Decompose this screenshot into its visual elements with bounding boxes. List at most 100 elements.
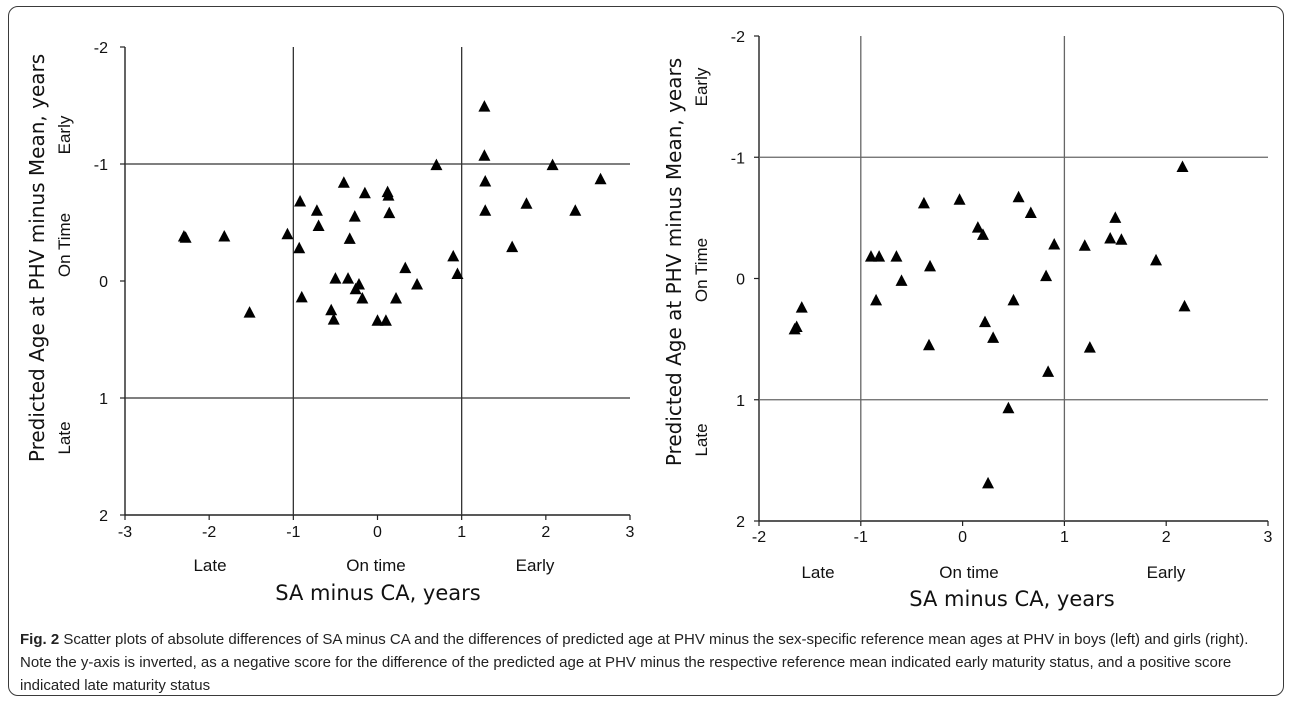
chart1-data-point — [390, 292, 403, 304]
chart1-data-point — [506, 240, 519, 253]
chart2-x-tick-label: -1 — [854, 529, 868, 546]
chart2-y-tick-label: 0 — [736, 272, 745, 289]
chart1-data-point — [411, 278, 424, 290]
chart2-data-point — [1048, 238, 1061, 250]
chart2-data-point — [1078, 239, 1091, 251]
chart2-data-point — [895, 274, 908, 286]
chart1-data-point — [520, 197, 533, 209]
chart1-x-tick-label: -1 — [286, 524, 300, 541]
chart1-data-point — [312, 219, 325, 232]
chart1-data-point — [295, 290, 308, 303]
chart2-data-point — [890, 250, 903, 262]
chart1-data-point — [594, 172, 607, 185]
chart2-data-point — [795, 301, 808, 313]
chart2-data-point — [1115, 233, 1128, 245]
caption-label: Fig. 2 — [20, 631, 60, 648]
chart2-y-tick-label: 2 — [736, 514, 745, 531]
chart1-data-point — [447, 249, 460, 262]
chart1-data-point — [479, 175, 492, 187]
chart2-x-tick-label: 0 — [958, 529, 967, 546]
chart2-data-point — [924, 259, 937, 272]
chart1-data-point — [327, 313, 340, 325]
chart2-data-point — [1083, 341, 1096, 353]
figure-frame — [8, 6, 1284, 696]
chart1-data-point — [329, 272, 342, 284]
chart1-data-point — [569, 204, 582, 216]
chart1-data-point — [382, 189, 395, 201]
chart1-y-tick-label: 2 — [99, 508, 108, 525]
chart2-data-point — [1012, 190, 1025, 203]
chart1-data-point — [546, 158, 559, 171]
chart1-data-point — [281, 227, 294, 240]
chart2-data-point — [1109, 211, 1122, 223]
chart2-data-point — [1024, 206, 1037, 219]
chart1-data-point — [294, 194, 307, 207]
chart2-data-point — [1176, 160, 1189, 172]
chart2-y-tick-label: -2 — [731, 29, 745, 46]
chart1-x-axis-title: SA minus CA, years — [275, 581, 480, 605]
chart1-data-point — [479, 204, 492, 216]
chart1-x-tick-label: 1 — [457, 524, 466, 541]
chart2-x-axis-title: SA minus CA, years — [909, 587, 1114, 611]
chart2-data-point — [923, 338, 936, 351]
chart2-x-tick-label: 2 — [1162, 529, 1171, 546]
chart1-data-point — [379, 314, 392, 326]
chart1-data-point — [478, 100, 491, 112]
chart1-y-axis-title: Predicted Age at PHV minus Mean, years — [25, 54, 49, 462]
chart2-data-point — [982, 476, 995, 489]
chart2-y-tick-label: -1 — [731, 150, 745, 167]
chart1-data-point — [451, 267, 464, 279]
chart1-x-category-label: On time — [346, 556, 406, 575]
chart2-x-tick-label: -2 — [752, 529, 766, 546]
chart1-data-point — [218, 230, 231, 242]
chart1-data-point — [383, 206, 396, 219]
chart2-x-category-label: Early — [1147, 563, 1186, 582]
chart1-y-tick-label: 0 — [99, 274, 108, 291]
chart2-data-point — [1104, 231, 1117, 244]
chart1-y-category-label: Late — [55, 421, 74, 454]
chart1-data-point — [371, 314, 384, 326]
chart2-y-category-label: Early — [692, 67, 711, 106]
chart1-x-tick-label: -2 — [202, 524, 216, 541]
chart2-data-point — [1042, 365, 1055, 377]
chart1-y-category-label: On Time — [55, 213, 74, 277]
chart2-data-point — [917, 196, 930, 209]
chart2-data-point — [987, 331, 1000, 343]
chart1-data-point — [310, 204, 323, 216]
chart1-x-category-label: Early — [516, 556, 555, 575]
chart2-data-point — [1178, 299, 1191, 312]
chart1-data-point — [358, 186, 371, 199]
chart1-data-point — [399, 261, 412, 274]
chart2-data-point — [1002, 401, 1015, 414]
chart1-x-category-label: Late — [193, 556, 226, 575]
chart1-data-point — [478, 149, 491, 161]
chart1-data-point — [243, 306, 256, 318]
chart1-data-point — [352, 278, 365, 290]
chart1-data-point — [430, 158, 443, 171]
chart2-y-axis-title: Predicted Age at PHV minus Mean, years — [662, 58, 686, 466]
chart1-x-tick-label: 2 — [541, 524, 550, 541]
chart2-data-point — [873, 250, 886, 262]
chart1-data-point — [325, 303, 338, 316]
chart2-data-point — [971, 221, 984, 233]
chart1-y-category-label: Early — [55, 115, 74, 154]
chart1-data-point — [293, 241, 306, 254]
chart2-y-category-label: On Time — [692, 238, 711, 302]
chart1-y-tick-label: 1 — [99, 391, 108, 408]
chart1-data-point — [179, 231, 192, 243]
caption-text: Scatter plots of absolute differences of… — [20, 631, 1249, 694]
chart2-data-point — [978, 315, 991, 328]
chart2-data-point — [864, 250, 877, 262]
chart2-data-point — [790, 320, 803, 332]
chart2-data-point — [953, 193, 966, 205]
chart2-data-point — [870, 293, 883, 306]
chart2-x-tick-label: 3 — [1264, 529, 1273, 546]
chart2-x-tick-label: 1 — [1060, 529, 1069, 546]
chart2-data-point — [976, 228, 989, 240]
chart1-y-tick-label: -1 — [94, 157, 108, 174]
chart2-y-tick-label: 1 — [736, 393, 745, 410]
chart2-x-category-label: On time — [939, 563, 999, 582]
chart2-y-category-label: Late — [692, 423, 711, 456]
chart1-x-tick-label: 3 — [626, 524, 635, 541]
